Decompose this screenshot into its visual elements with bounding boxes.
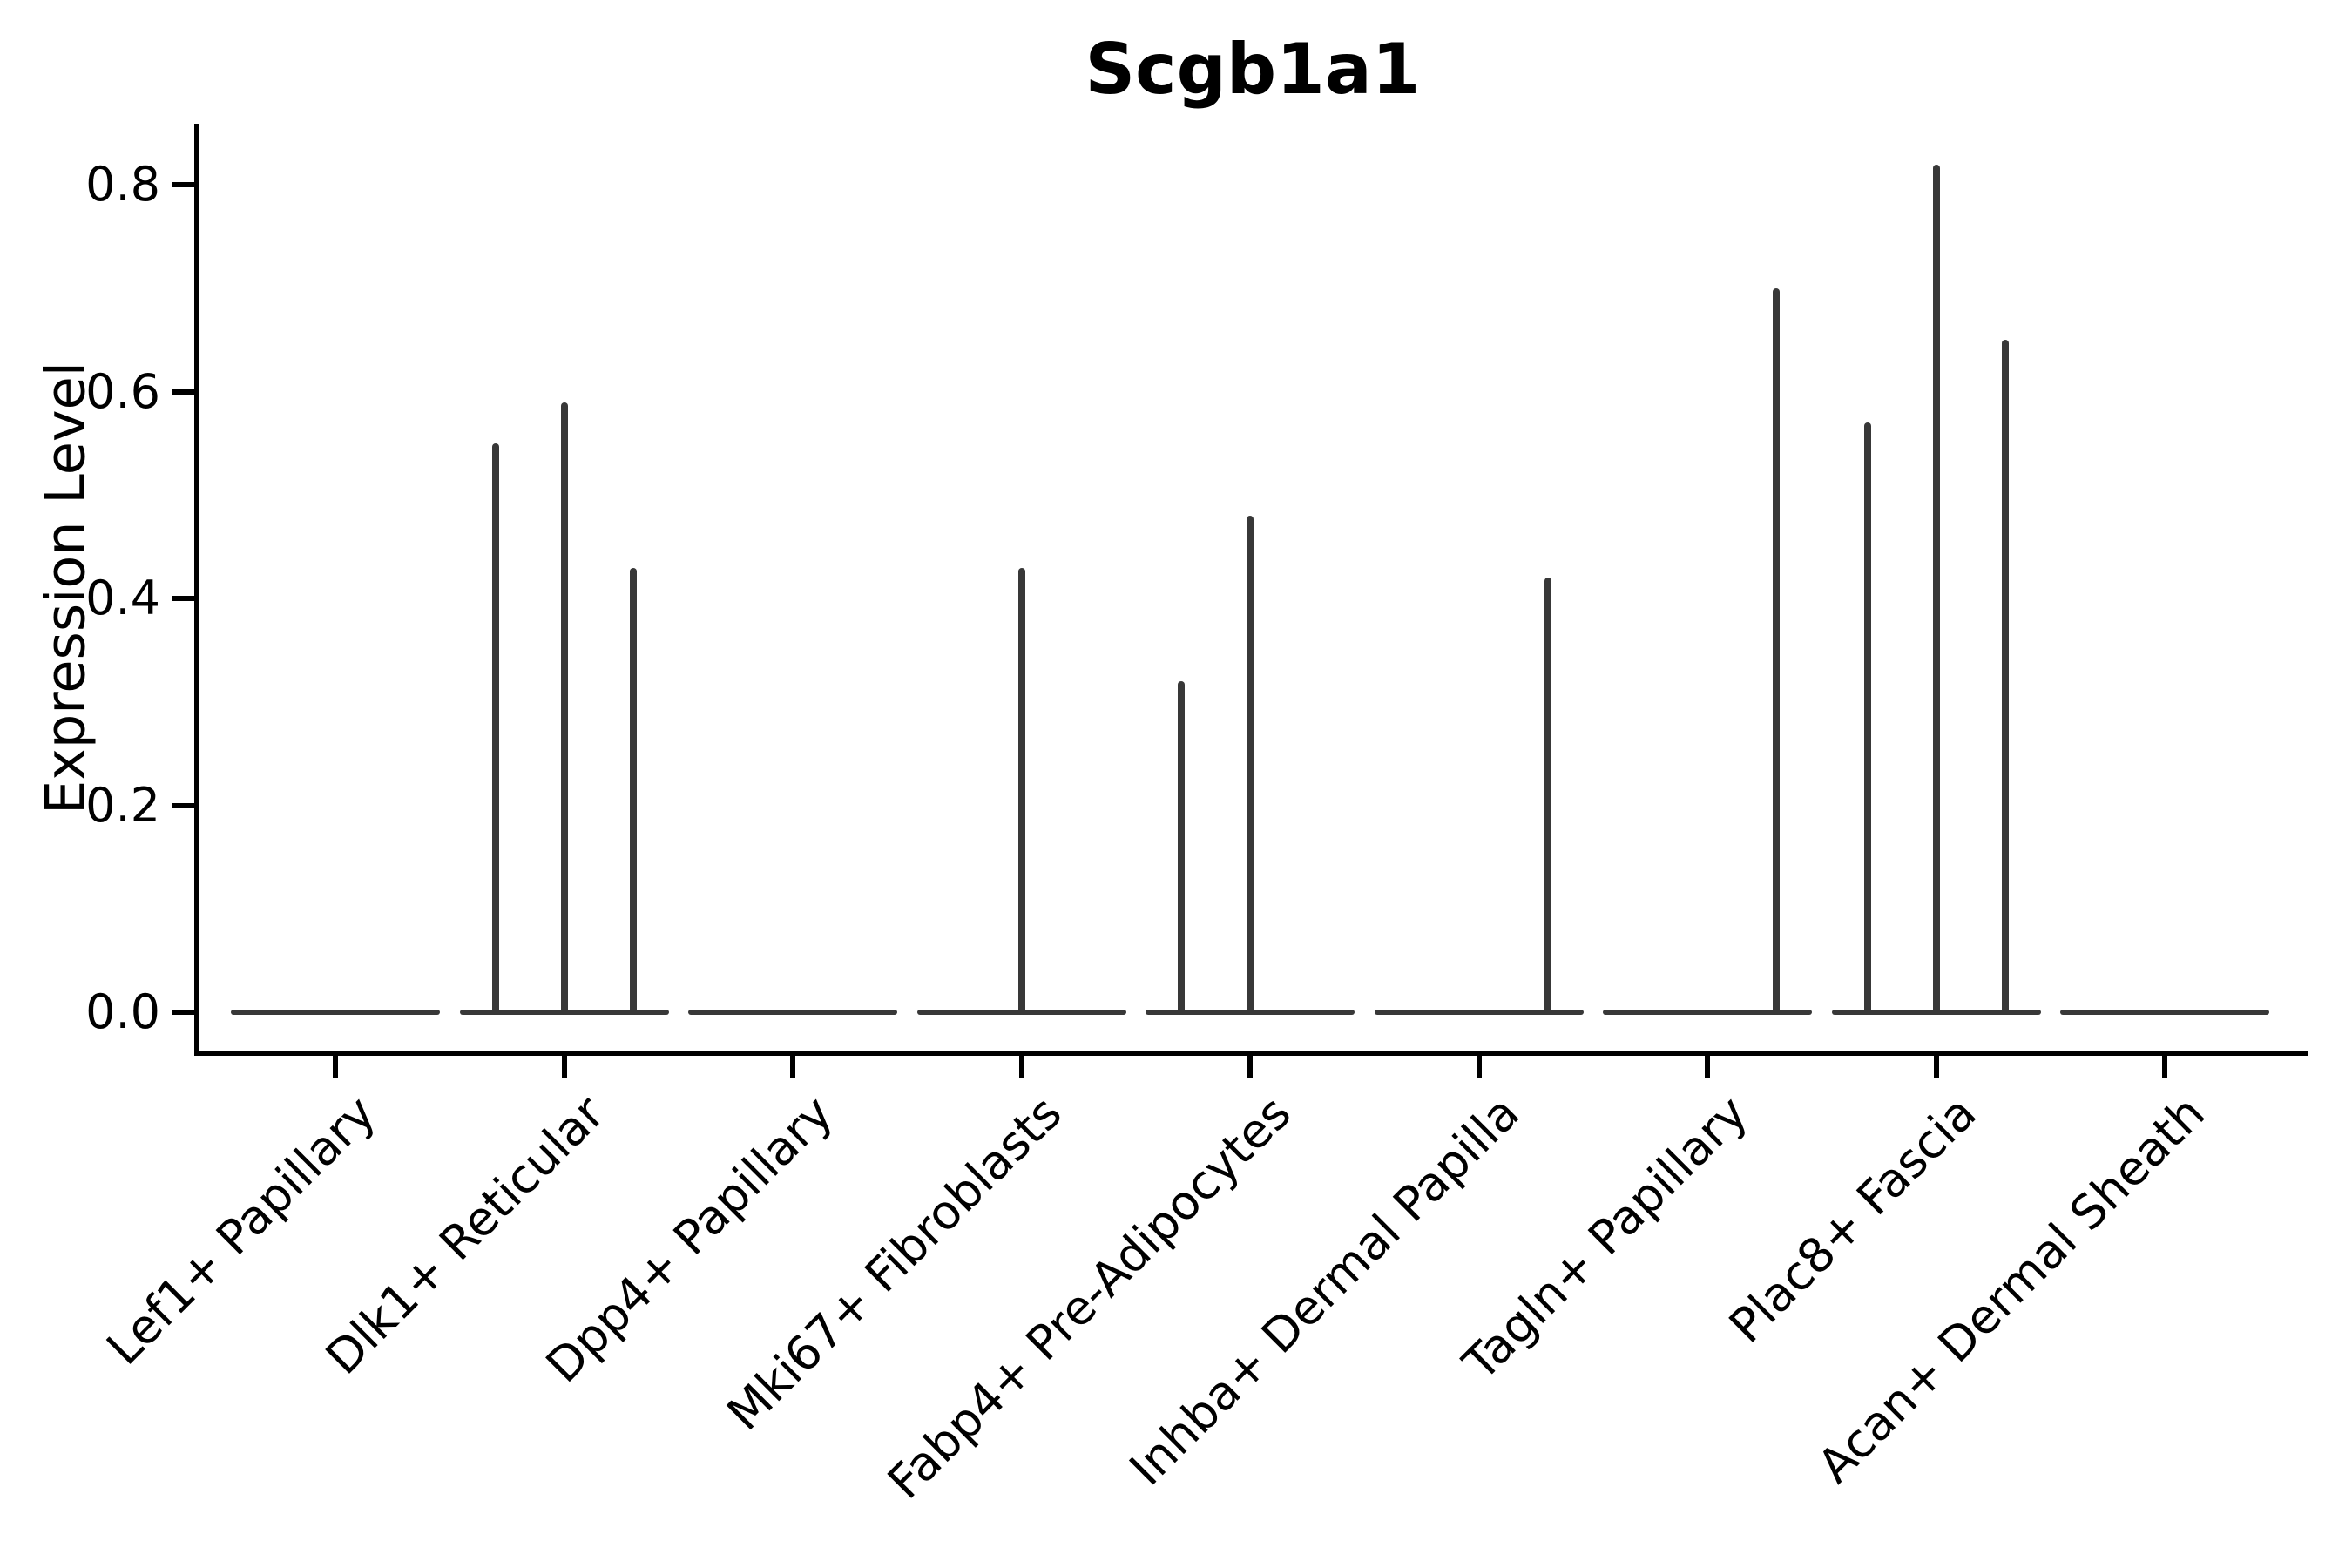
violin-baseline <box>2060 1010 2269 1015</box>
x-tick <box>790 1053 795 1078</box>
x-tick <box>1476 1053 1482 1078</box>
violin-baseline <box>231 1010 440 1015</box>
y-tick <box>172 389 197 395</box>
y-tick-label: 0.2 <box>85 777 160 833</box>
x-tick <box>2162 1053 2167 1078</box>
x-tick-label: Acan+ Dermal Sheath <box>1807 1085 2216 1494</box>
violin-spike <box>1178 681 1185 1015</box>
violin-spike <box>560 402 568 1015</box>
x-tick <box>1705 1053 1710 1078</box>
violin-spike <box>1932 164 1940 1015</box>
violin-spike <box>1017 567 1025 1015</box>
violin-baseline <box>1374 1010 1584 1015</box>
y-tick <box>172 182 197 188</box>
x-tick <box>1247 1053 1253 1078</box>
violin-spike <box>1544 578 1551 1015</box>
y-tick-label: 0.6 <box>85 363 160 419</box>
x-tick <box>561 1053 567 1078</box>
violin-baseline <box>1603 1010 1812 1015</box>
violin-baseline <box>688 1010 897 1015</box>
y-tick <box>172 596 197 602</box>
x-tick-label: Fabp4+ Pre-Adipocytes <box>876 1085 1301 1510</box>
y-tick-label: 0.8 <box>85 157 160 213</box>
violin-spike <box>1247 516 1254 1015</box>
y-tick-label: 0.4 <box>85 571 160 626</box>
y-tick <box>172 1010 197 1015</box>
y-tick-label: 0.0 <box>85 984 160 1039</box>
violin-spike <box>491 443 499 1015</box>
x-tick <box>1933 1053 1939 1078</box>
x-tick-label: Plac8+ Fascia <box>1719 1085 1987 1354</box>
violin-spike <box>1863 422 1871 1015</box>
x-tick <box>333 1053 338 1078</box>
x-tick <box>1018 1053 1024 1078</box>
y-tick <box>172 802 197 808</box>
violin-spike <box>2001 340 2009 1015</box>
chart-title: Scgb1a1 <box>1085 29 1421 110</box>
violin-spike <box>629 567 637 1015</box>
x-tick-label: Inhba+ Dermal Papilla <box>1119 1085 1530 1497</box>
violin-spike <box>1773 288 1780 1015</box>
y-axis-spine <box>194 124 199 1056</box>
